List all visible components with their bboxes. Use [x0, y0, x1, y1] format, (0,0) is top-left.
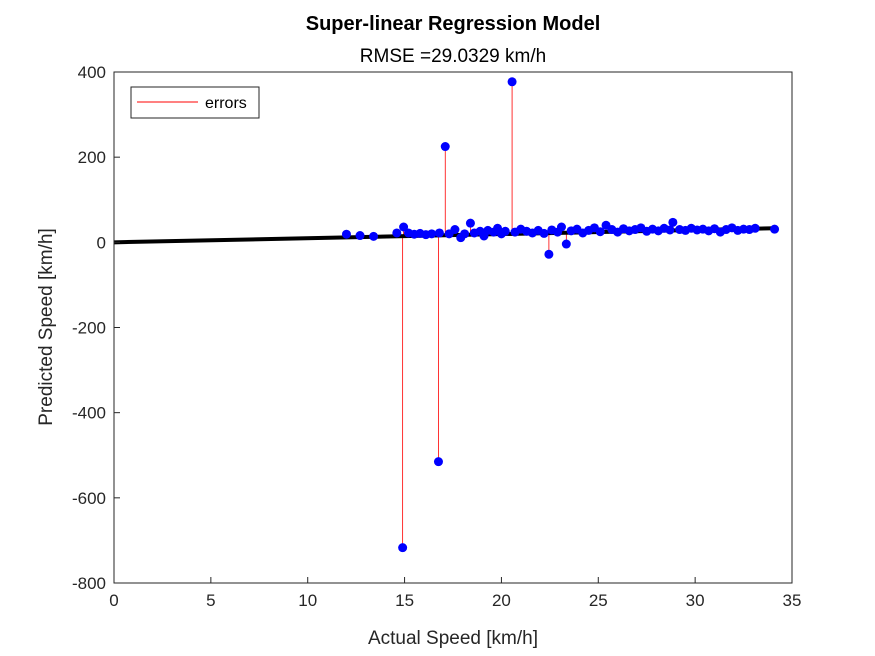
y-tick-label-5: 200 — [78, 148, 106, 167]
data-point-3 — [392, 228, 402, 238]
data-point-15 — [450, 225, 460, 235]
data-point-38 — [561, 239, 571, 249]
x-tick-label-6: 30 — [686, 591, 705, 610]
data-point-12 — [434, 228, 444, 238]
data-point-37 — [556, 222, 566, 232]
data-point-56 — [665, 225, 675, 235]
y-tick-label-2: -400 — [72, 404, 106, 423]
axes-box — [113, 71, 793, 584]
y-tick-label-3: -200 — [72, 319, 106, 338]
data-point-4 — [398, 543, 408, 553]
data-point-11 — [433, 457, 443, 467]
data-point-33 — [539, 228, 549, 238]
legend-errors-label: errors — [205, 95, 247, 112]
chart-subtitle: RMSE =29.0329 km/h — [360, 46, 546, 67]
x-tick-label-2: 10 — [298, 591, 317, 610]
y-tick-label-0: -800 — [72, 574, 106, 593]
y-axis-label: Predicted Speed [km/h] — [36, 228, 57, 426]
x-tick-label-1: 5 — [206, 591, 215, 610]
data-point-26 — [500, 226, 510, 236]
x-axis-label: Actual Speed [km/h] — [368, 628, 538, 649]
data-point-72 — [770, 224, 780, 234]
data-point-57 — [668, 217, 678, 227]
data-point-34 — [544, 249, 554, 259]
data-point-13 — [440, 142, 450, 152]
data-point-17 — [460, 229, 470, 239]
x-tick-label-0: 0 — [109, 591, 118, 610]
data-point-10 — [427, 229, 437, 239]
chart-title: Super-linear Regression Model — [306, 13, 601, 35]
y-tick-label-1: -600 — [72, 489, 106, 508]
data-point-44 — [595, 227, 605, 237]
x-tick-label-7: 35 — [783, 591, 802, 610]
data-point-5 — [399, 222, 409, 232]
x-tick-label-3: 15 — [395, 591, 414, 610]
x-tick-label-4: 20 — [492, 591, 511, 610]
data-point-27 — [507, 77, 517, 87]
axis-ticks: 0 5 10 15 20 25 30 35 -800 -600 -400 -200 0 200 400 — [72, 63, 801, 610]
data-point-0 — [341, 229, 351, 239]
data-point-18 — [465, 218, 475, 228]
data-point-2 — [369, 231, 379, 241]
data-point-71 — [750, 223, 760, 233]
data-point-1 — [355, 231, 365, 241]
legend: errors — [130, 86, 260, 119]
plot-marks — [113, 77, 780, 553]
x-tick-label-5: 25 — [589, 591, 608, 610]
y-tick-label-4: 0 — [97, 233, 106, 252]
y-tick-label-6: 400 — [78, 63, 106, 82]
